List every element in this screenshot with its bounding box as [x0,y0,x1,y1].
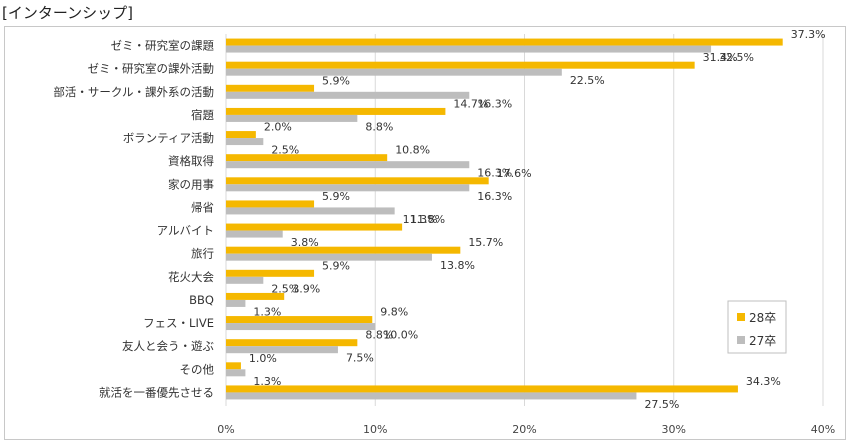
legend-swatch-27 [737,336,745,344]
x-tick-label: 20% [512,423,536,436]
data-label-28: 11.8% [410,213,445,226]
data-label-27: 32.5% [719,51,754,64]
data-label-28: 8.8% [365,329,393,342]
bar-27 [226,230,283,238]
legend-box [727,300,787,354]
bar-27 [226,184,470,192]
bars [226,38,783,400]
category-label: 友人と会う・遊ぶ [122,339,214,353]
data-label-27: 1.3% [253,375,281,388]
legend: 28卒 27卒 [727,300,787,354]
bar-27 [226,369,246,377]
bar-28 [226,84,315,92]
x-tick-label: 40% [811,423,835,436]
bar-28 [226,246,461,254]
bar-27 [226,253,432,261]
bar-27 [226,323,376,331]
bar-27 [226,392,637,400]
category-labels: ゼミ・研究室の課題ゼミ・研究室の課外活動部活・サークル・課外系の活動宿題ボランテ… [53,39,214,400]
data-label-28: 37.3% [791,28,826,41]
x-tick-label: 30% [662,423,686,436]
bar-28 [226,38,783,46]
category-label: 家の用事 [168,177,214,191]
category-label: 帰省 [191,200,214,214]
bar-27 [226,91,470,99]
x-axis-ticks: 0% 10% 20% 30% 40% [217,423,835,436]
data-label-27: 8.8% [365,120,393,133]
data-label-27: 13.8% [440,259,475,272]
x-tick-label: 0% [217,423,234,436]
bar-27 [226,68,562,76]
data-label-28: 17.6% [497,167,532,180]
category-label: 宿題 [191,108,214,122]
data-label-28: 10.8% [395,144,430,157]
bar-27 [226,161,470,169]
bar-28 [226,107,446,115]
data-label-27: 11.3% [403,213,438,226]
chart-title: [インターンシップ] [2,4,133,22]
bar-27 [226,299,246,307]
data-label-27: 27.5% [644,398,679,411]
bar-28 [226,61,695,69]
value-labels: 37.3%32.5%31.4%22.5%5.9%16.3%14.7%8.8%2.… [249,28,826,411]
bar-27 [226,138,264,146]
bar-28 [226,154,388,162]
data-label-27: 1.3% [253,305,281,318]
data-label-28: 5.9% [322,74,350,87]
data-label-28: 5.9% [322,190,350,203]
bar-28 [226,385,738,393]
category-label: ゼミ・研究室の課題 [111,39,215,53]
bar-28 [226,292,285,300]
category-label: 部活・サークル・課外系の活動 [53,85,214,99]
data-label-28: 9.8% [380,306,408,319]
data-label-28: 3.9% [292,282,320,295]
category-label: アルバイト [157,224,214,238]
data-label-28: 31.4% [703,51,738,64]
data-label-28: 2.0% [264,121,292,134]
data-label-27: 16.3% [477,167,512,180]
bar-28 [226,200,315,208]
data-label-27: 22.5% [570,74,605,87]
category-label: 花火大会 [168,270,214,284]
data-label-27: 7.5% [346,352,374,365]
bar-27 [226,114,358,122]
category-label: BBQ [189,293,214,307]
data-label-28: 15.7% [468,236,503,249]
chart-frame [4,26,846,440]
legend-swatch-28 [737,313,745,321]
bar-28 [226,269,315,277]
data-label-27: 10.0% [383,329,418,342]
category-label: ボランティア活動 [123,131,214,145]
bar-28 [226,131,256,139]
bar-28 [226,316,373,324]
bar-28 [226,362,241,370]
bar-27 [226,45,712,53]
bar-28 [226,339,358,347]
legend-label-27: 27卒 [749,334,776,348]
data-label-27: 2.5% [271,144,299,157]
bar-28 [226,177,489,185]
bar-27 [226,346,338,354]
data-label-27: 16.3% [477,190,512,203]
data-label-28: 5.9% [322,259,350,272]
bar-27 [226,276,264,284]
data-label-27: 2.5% [271,282,299,295]
category-label: ゼミ・研究室の課外活動 [88,62,215,76]
category-label: 旅行 [191,247,214,261]
x-tick-label: 10% [363,423,387,436]
bar-28 [226,223,403,231]
category-label: その他 [180,362,215,376]
bar-27 [226,207,395,215]
category-label: 資格取得 [168,154,214,168]
data-label-28: 1.0% [249,352,277,365]
legend-label-28: 28卒 [749,311,776,325]
data-label-28: 14.7% [453,97,488,110]
data-label-27: 16.3% [477,97,512,110]
data-label-28: 34.3% [746,375,781,388]
category-label: フェス・LIVE [143,316,214,330]
category-label: 就活を一番優先させる [99,385,214,399]
data-label-27: 3.8% [291,236,319,249]
